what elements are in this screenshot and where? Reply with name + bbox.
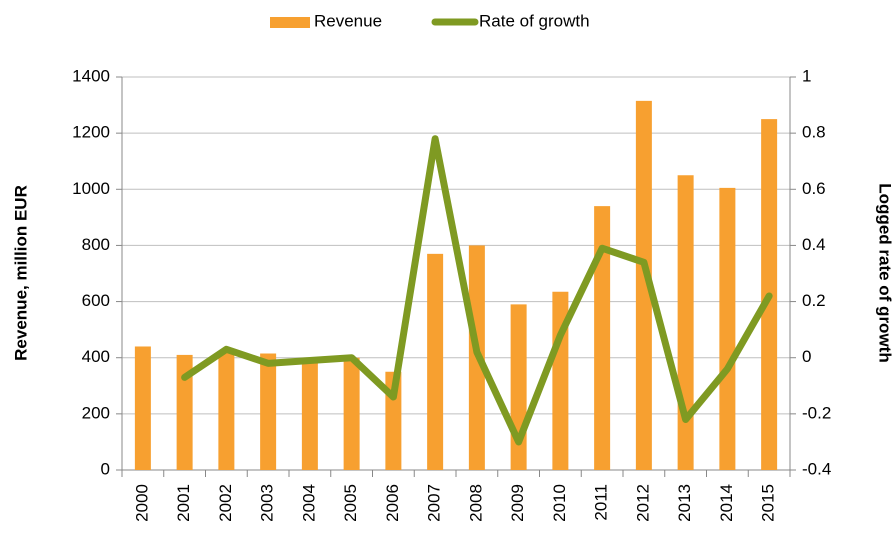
x-tick-label: 2001: [174, 484, 193, 522]
y2-tick-label: 0.2: [802, 291, 826, 310]
y2-tick-label: 0.4: [802, 235, 826, 254]
bar: [176, 354, 193, 470]
x-tick-label: 2012: [633, 484, 652, 522]
legend-swatch: [270, 17, 310, 28]
x-tick-label: 2000: [132, 484, 151, 522]
x-tick-label: 2002: [216, 484, 235, 522]
bar: [343, 357, 360, 470]
y-tick-label: 0: [101, 459, 110, 478]
x-tick-label: 2008: [466, 484, 485, 522]
y-tick-label: 1200: [72, 123, 110, 142]
legend-label: Rate of growth: [479, 11, 590, 30]
y2-tick-label: 0: [802, 347, 811, 366]
y-tick-label: 1400: [72, 66, 110, 85]
x-tick-label: 2011: [592, 484, 611, 521]
x-tick-label: 2004: [299, 484, 318, 522]
bar: [427, 253, 444, 470]
y2-tick-label: 0.6: [802, 179, 826, 198]
y-tick-label: 400: [82, 347, 110, 366]
bar: [594, 206, 611, 470]
x-tick-label: 2003: [258, 484, 277, 522]
y2-tick-label: 0.8: [802, 123, 826, 142]
bar: [260, 353, 277, 470]
y2-axis-title: Logged rate of growth: [876, 183, 895, 362]
x-tick-label: 2013: [675, 484, 694, 522]
line: [181, 135, 773, 446]
x-tick-label: 2009: [508, 484, 527, 522]
bar: [218, 352, 235, 470]
x-tick-label: 2015: [759, 484, 778, 522]
y-tick-label: 1000: [72, 179, 110, 198]
x-tick-label: 2014: [717, 484, 736, 522]
bar: [677, 175, 694, 470]
bar: [635, 100, 652, 470]
legend-label: Revenue: [314, 11, 382, 30]
bar: [301, 357, 318, 470]
y2-tick-label: -0.2: [802, 403, 831, 422]
bar: [134, 346, 151, 470]
y2-tick-label: 1: [802, 66, 811, 85]
x-tick-label: 2006: [383, 484, 402, 522]
y-axis-title: Revenue, million EUR: [11, 185, 30, 361]
y-tick-label: 800: [82, 235, 110, 254]
y-tick-label: 200: [82, 403, 110, 422]
x-tick-label: 2007: [425, 484, 444, 522]
x-tick-label: 2010: [550, 484, 569, 522]
y2-tick-label: -0.4: [802, 459, 831, 478]
y-tick-label: 600: [82, 291, 110, 310]
bar: [719, 187, 736, 470]
x-tick-label: 2005: [341, 484, 360, 522]
